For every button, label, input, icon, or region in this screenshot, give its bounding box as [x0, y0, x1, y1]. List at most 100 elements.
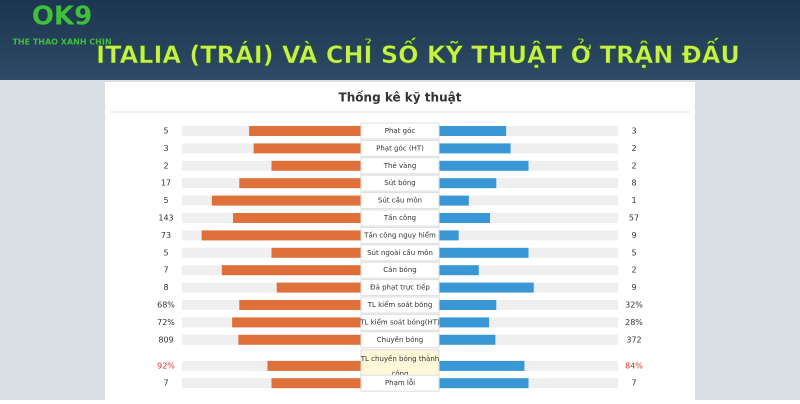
track	[182, 282, 361, 293]
stat-label: Thẻ vàng	[383, 162, 417, 170]
track	[439, 178, 618, 189]
left-value: 5	[163, 127, 168, 136]
right-bar	[439, 160, 529, 171]
left-bar	[221, 265, 361, 276]
track	[439, 300, 618, 310]
label-box	[360, 374, 440, 392]
panel-title: Thống kê kỹ thuật	[339, 91, 462, 105]
left-value: 68%	[157, 301, 175, 310]
label-box	[360, 226, 440, 244]
stat-label: Phạm lỗi	[385, 378, 415, 387]
right-bar	[439, 126, 507, 136]
left-bar	[267, 360, 361, 371]
right-value: 32%	[625, 301, 643, 310]
left-bar	[271, 247, 361, 258]
left-bar	[232, 317, 361, 328]
stat-label: Cản bóng	[383, 266, 416, 274]
label-box	[360, 192, 440, 210]
track	[439, 143, 618, 154]
right-bar	[439, 378, 529, 389]
right-value: 2	[631, 144, 636, 153]
left-bar	[211, 195, 361, 206]
label-box	[360, 261, 440, 279]
track	[439, 360, 618, 371]
right-value: 9	[631, 283, 636, 292]
track	[439, 265, 618, 276]
left-value: 92%	[157, 361, 175, 370]
label-box	[360, 296, 440, 314]
right-value: 28%	[625, 318, 643, 327]
label-box	[360, 331, 440, 349]
right-bar	[439, 334, 496, 345]
stat-label: Tấn công nguy hiểm	[363, 230, 436, 239]
left-value: 5	[163, 196, 168, 205]
label-box	[360, 279, 440, 297]
left-value: 2	[163, 161, 168, 170]
label-box	[360, 157, 440, 175]
left-value: 73	[161, 231, 171, 240]
right-bar	[439, 143, 511, 154]
label-box	[360, 209, 440, 227]
logo: OK9	[32, 2, 92, 32]
stat-label: Đá phạt trực tiếp	[370, 284, 430, 292]
tagline: THE THAO XANH CHIN	[12, 38, 111, 47]
left-value: 7	[163, 266, 168, 275]
track	[439, 126, 618, 136]
track	[439, 334, 618, 345]
rows: Phạt góc 5 3 Phạt góc (HT) 3 2 Thẻ vàng 2 2 Sút b…	[157, 122, 643, 392]
left-value: 17	[161, 179, 171, 188]
left-bar	[239, 300, 361, 310]
left-value: 5	[163, 248, 168, 257]
label-box	[360, 174, 440, 192]
right-value: 7	[631, 379, 636, 388]
right-bar	[439, 282, 534, 293]
right-bar	[439, 195, 469, 206]
stat-label: TL chuyền bóng thành công	[360, 355, 439, 378]
right-bar	[439, 230, 459, 241]
stat-label: Sút cầu môn	[378, 197, 422, 205]
stat-label: TL kiểm soát bóng(HT)	[359, 317, 440, 326]
left-bar	[238, 334, 361, 345]
right-bar	[439, 360, 525, 371]
left-value: 72%	[157, 318, 175, 327]
right-bar	[439, 300, 497, 310]
label-box	[360, 139, 440, 157]
right-value: 2	[631, 161, 636, 170]
stat-label: Chuyền bóng	[377, 336, 423, 344]
left-bar	[201, 230, 361, 241]
left-value: 7	[163, 379, 168, 388]
right-bar	[439, 265, 479, 276]
right-value: 84%	[625, 361, 643, 370]
banner-title: ITALIA (TRÁI) VÀ CHỈ SỐ KỸ THUẬT Ở TRẬN …	[96, 36, 740, 69]
right-bar	[439, 213, 491, 223]
stat-label: Sút bóng	[384, 179, 415, 187]
right-value: 372	[626, 335, 641, 344]
label-box	[360, 122, 440, 140]
right-value: 5	[631, 248, 636, 257]
left-bar	[276, 282, 361, 293]
label-box	[360, 244, 440, 262]
right-bar	[439, 247, 529, 258]
track	[439, 195, 618, 206]
stat-label: Tấn công	[383, 214, 416, 222]
left-bar	[249, 126, 361, 136]
stat-label: TL kiểm soát bóng	[367, 300, 433, 309]
label-box	[360, 313, 440, 331]
track	[439, 230, 618, 241]
right-value: 9	[631, 231, 636, 240]
right-bar	[439, 317, 490, 328]
right-value: 2	[631, 266, 636, 275]
left-bar	[271, 160, 361, 171]
stat-label: Phạt góc	[385, 127, 416, 135]
track	[439, 213, 618, 223]
left-value: 809	[158, 335, 173, 344]
left-bar	[271, 378, 361, 389]
right-value: 57	[629, 214, 639, 223]
right-value: 1	[631, 196, 636, 205]
left-value: 143	[158, 214, 173, 223]
right-value: 8	[631, 179, 636, 188]
left-value: 8	[163, 283, 168, 292]
track	[439, 317, 618, 328]
right-value: 3	[631, 127, 636, 136]
